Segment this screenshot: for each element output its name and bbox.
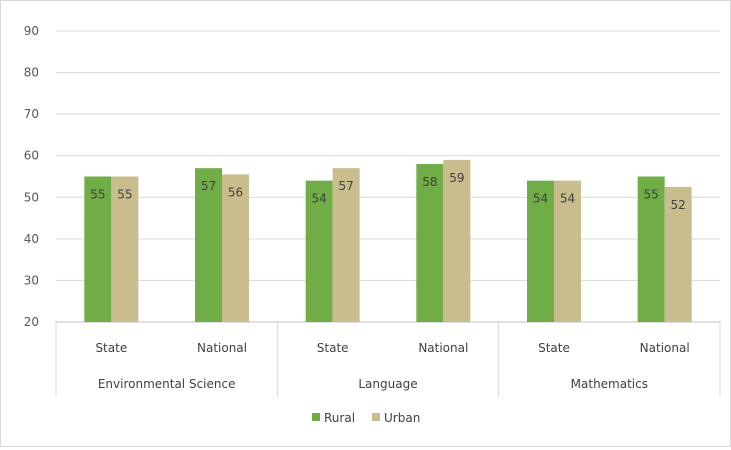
y-tick-label: 60 (24, 149, 39, 163)
bar-urban (443, 159, 471, 322)
data-label: 54 (312, 192, 327, 206)
bar-rural (527, 180, 554, 322)
bar-rural (195, 168, 222, 322)
bar-urban (332, 168, 360, 322)
data-label: 58 (422, 175, 437, 189)
y-tick-label: 50 (24, 190, 39, 204)
bar-urban (222, 174, 249, 322)
y-tick-label: 40 (24, 232, 39, 246)
x-group-label: Mathematics (571, 377, 648, 391)
y-tick-label: 80 (24, 66, 39, 80)
bar-rural (416, 164, 444, 322)
bar-rural (637, 176, 665, 322)
bar-rural (305, 180, 333, 322)
bar-rural (84, 176, 112, 322)
data-label: 57 (339, 179, 354, 193)
data-label: 55 (644, 188, 659, 202)
bar-urban (554, 180, 581, 322)
legend-label: Rural (324, 411, 355, 425)
bar-urban (111, 176, 139, 322)
data-label: 54 (560, 192, 575, 206)
data-label: 55 (90, 188, 105, 202)
x-group-label: Language (358, 377, 417, 391)
x-tick-label: State (538, 341, 570, 355)
x-tick-label: National (640, 341, 690, 355)
x-tick-label: National (197, 341, 247, 355)
data-label: 59 (449, 171, 464, 185)
legend-label: Urban (384, 411, 420, 425)
data-label: 56 (228, 185, 243, 199)
data-label: 55 (117, 188, 132, 202)
y-tick-label: 70 (24, 107, 39, 121)
legend-swatch (312, 413, 320, 421)
x-tick-label: State (95, 341, 127, 355)
y-tick-label: 20 (24, 315, 39, 329)
bar-urban (664, 186, 692, 322)
data-label: 52 (671, 198, 686, 212)
legend-swatch (372, 413, 380, 421)
x-tick-label: State (317, 341, 349, 355)
data-label: 54 (533, 192, 548, 206)
y-tick-label: 90 (24, 24, 39, 38)
x-group-label: Environmental Science (98, 377, 236, 391)
x-tick-label: National (418, 341, 468, 355)
data-label: 57 (201, 179, 216, 193)
y-tick-label: 30 (24, 273, 39, 287)
